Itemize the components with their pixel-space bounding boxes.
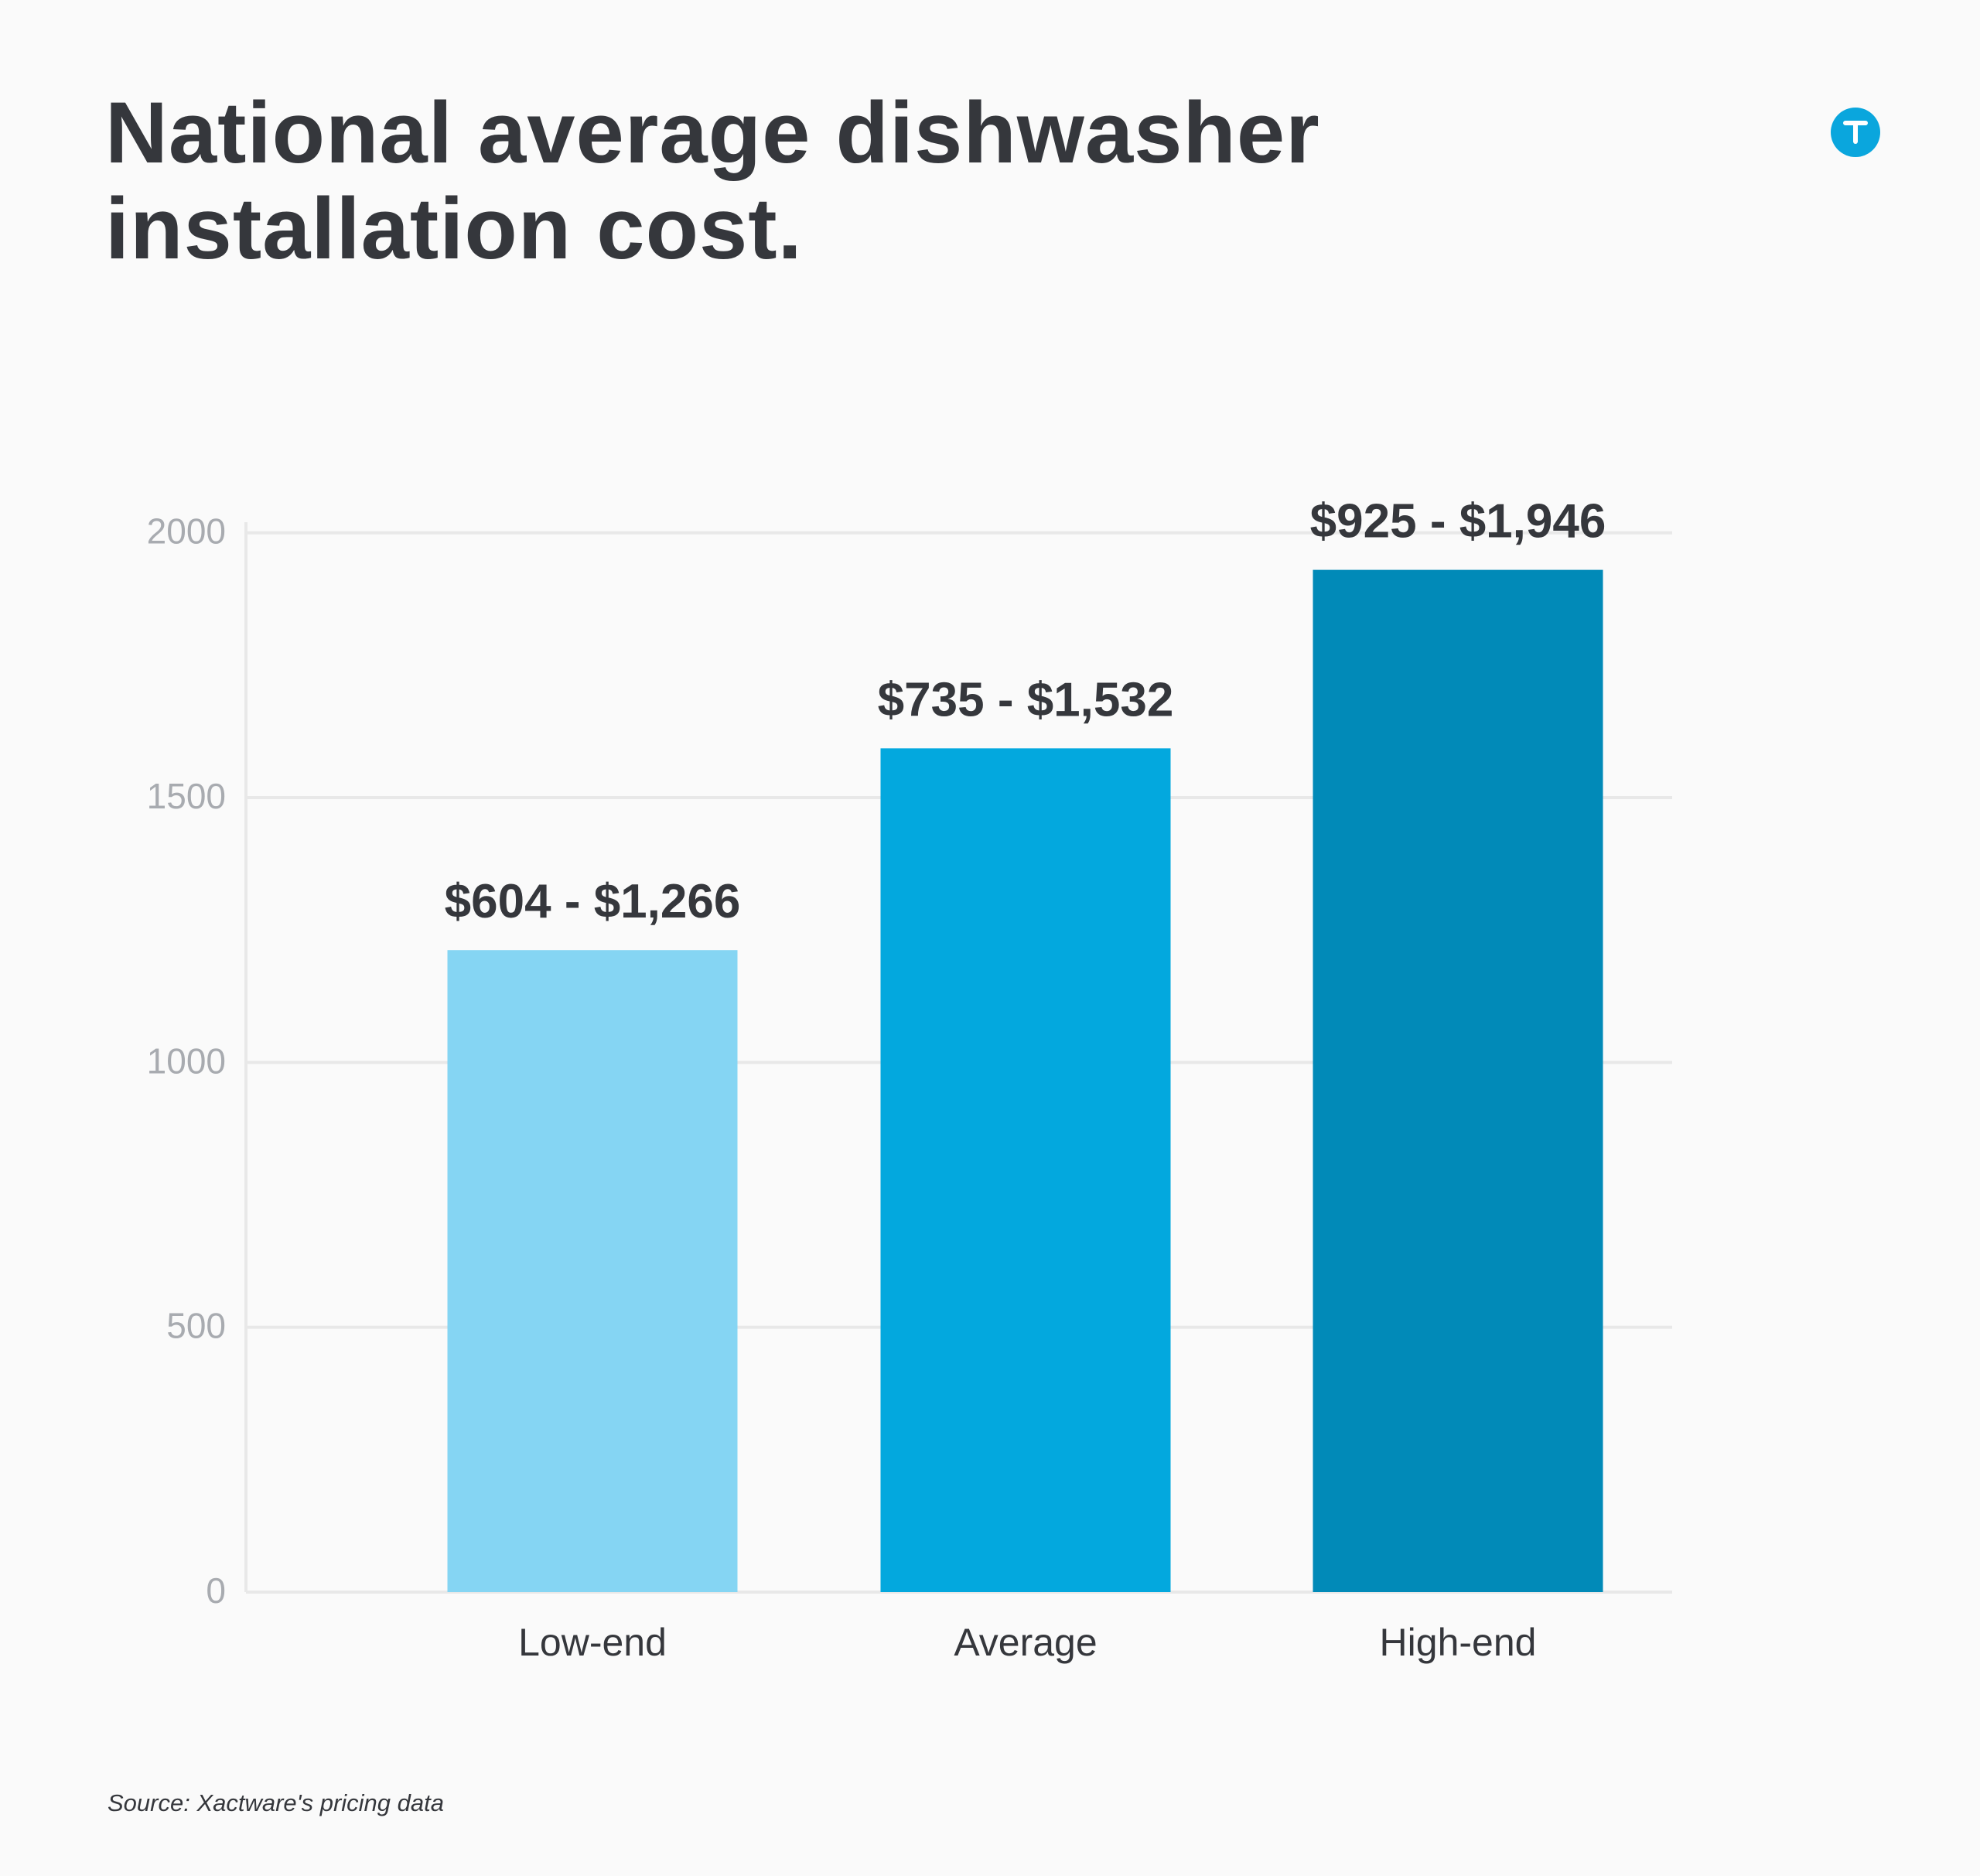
x-tick-label-high-end: High-end — [1380, 1621, 1537, 1664]
data-label-average: $735 - $1,532 — [878, 673, 1174, 726]
y-tick-label-2000: 2000 — [147, 511, 226, 552]
page-title: National average dishwasher installation… — [105, 85, 1575, 277]
x-tick-label-low-end: Low-end — [518, 1621, 667, 1664]
title-line-1: National average dishwasher — [105, 84, 1320, 181]
bar-low-end — [447, 950, 738, 1592]
y-tick-label-500: 500 — [166, 1306, 226, 1346]
y-tick-label-1500: 1500 — [147, 776, 226, 816]
data-label-high-end: $925 - $1,946 — [1310, 495, 1606, 548]
bar-average — [880, 748, 1171, 1592]
y-tick-label-1000: 1000 — [147, 1041, 226, 1081]
source-note: Source: Xactware's pricing data — [108, 1789, 444, 1816]
title-line-2: installation cost. — [105, 180, 803, 277]
bar-high-end — [1313, 569, 1603, 1592]
logo-stem — [1853, 121, 1858, 144]
y-tick-label-0: 0 — [206, 1570, 226, 1611]
t-logo-icon — [1831, 108, 1880, 157]
x-tick-label-average: Average — [954, 1621, 1097, 1664]
data-label-low-end: $604 - $1,266 — [445, 875, 741, 928]
